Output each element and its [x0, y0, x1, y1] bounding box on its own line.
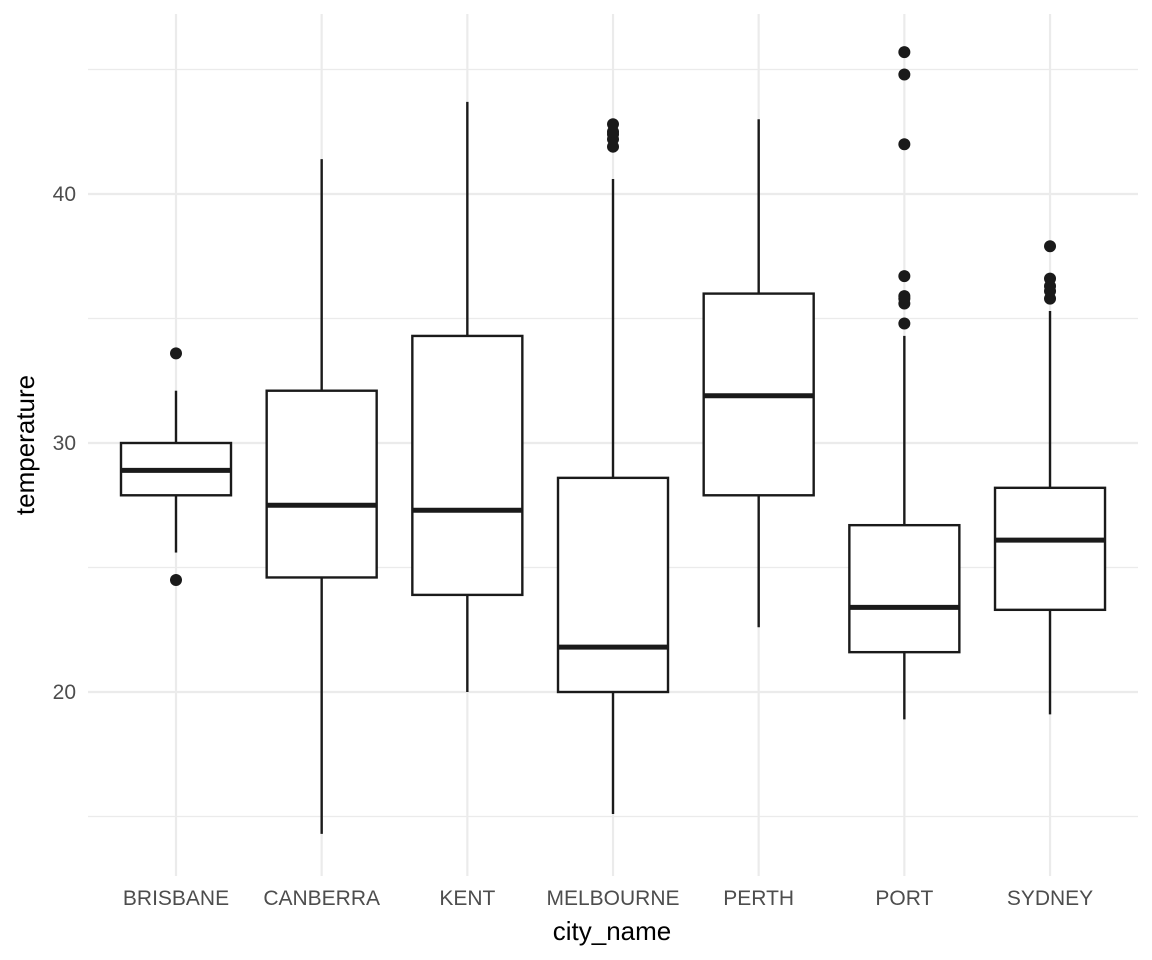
outlier-point: [898, 46, 911, 59]
x-tick-label: PORT: [875, 887, 933, 910]
box-kent: [411, 101, 524, 692]
x-tick-label: BRISBANE: [123, 887, 229, 910]
box-iqr: [993, 486, 1107, 612]
x-tick-label: SYDNEY: [1007, 887, 1093, 910]
y-axis-title: temperature: [10, 375, 40, 515]
box-perth: [702, 119, 815, 628]
box-port: [848, 46, 961, 720]
outlier-point: [898, 138, 911, 151]
x-tick-label: CANBERRA: [263, 887, 380, 910]
y-tick-label: 40: [53, 183, 76, 206]
box-brisbane: [119, 347, 233, 586]
y-tick-label: 20: [53, 681, 76, 704]
outlier-point: [898, 317, 911, 330]
tick-labels: 20 30 40 BRISBANE CANBERRA KENT MELBOURNE PERTH…: [53, 183, 1094, 910]
box-iqr: [556, 476, 670, 694]
x-tick-label: PERTH: [723, 887, 794, 910]
x-axis-title: city_name: [553, 916, 672, 946]
outlier-point: [1044, 272, 1057, 285]
outlier-point: [898, 270, 911, 283]
box-canberra: [265, 159, 378, 834]
box-iqr: [848, 523, 961, 654]
box-iqr: [411, 334, 524, 597]
box-sydney: [993, 240, 1107, 715]
outlier-point: [170, 573, 182, 586]
outlier-point: [170, 347, 182, 360]
outlier-point: [607, 118, 620, 131]
outlier-point: [898, 290, 911, 303]
outlier-point: [898, 68, 911, 81]
box-iqr: [265, 389, 378, 579]
x-tick-label: KENT: [439, 887, 495, 910]
boxes: [119, 46, 1107, 834]
y-tick-label: 30: [53, 432, 76, 455]
x-tick-label: MELBOURNE: [546, 887, 679, 910]
outlier-point: [1044, 240, 1057, 253]
box-melbourne: [556, 118, 670, 815]
